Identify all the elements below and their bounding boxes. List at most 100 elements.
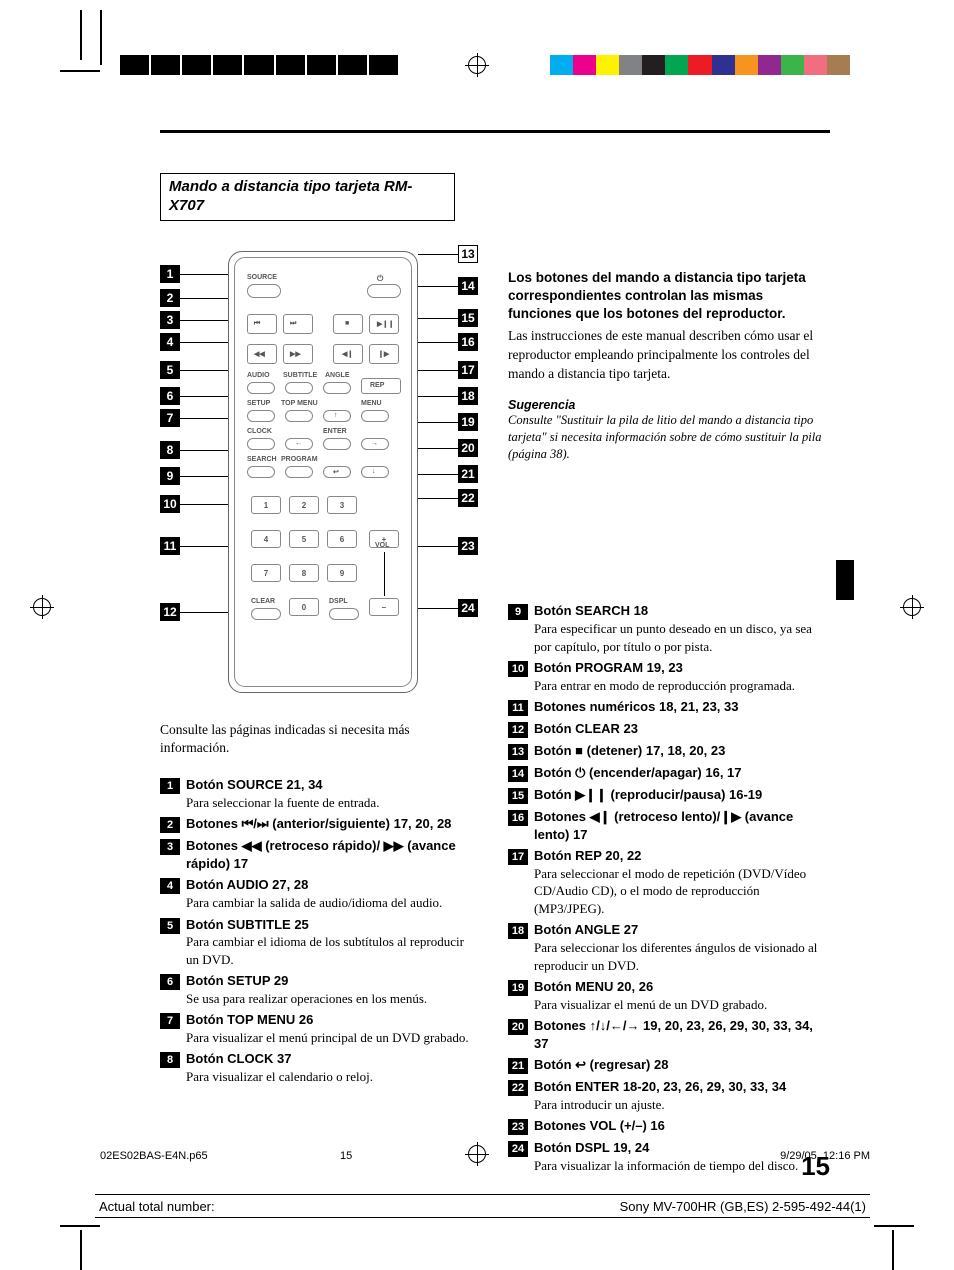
- btn-topmenu: [285, 410, 313, 422]
- btn-num-6: 6: [327, 530, 357, 548]
- legend-num: 12: [508, 722, 528, 738]
- crop-mark: [874, 1225, 914, 1227]
- btn-play: ▶❙❙: [369, 314, 399, 334]
- btn-num-4: 4: [251, 530, 281, 548]
- btn-subtitle: [285, 382, 313, 394]
- footer-pnum: 15: [340, 1150, 352, 1162]
- callout-9: 9: [160, 467, 180, 485]
- consult-text: Consulte las páginas indicadas si necesi…: [160, 721, 480, 759]
- legend-num: 2: [160, 817, 180, 833]
- legend-num: 22: [508, 1080, 528, 1096]
- callout-2: 2: [160, 289, 180, 307]
- btn-slowrew: ◀❙: [333, 344, 363, 364]
- label-power: ⏻: [377, 274, 383, 284]
- btn-program: [285, 466, 313, 478]
- black-blocks: [120, 55, 400, 75]
- legend-title: Botón TOP MENU 26: [186, 1011, 480, 1029]
- callout-4: 4: [160, 333, 180, 351]
- callout-16: 16: [458, 333, 478, 351]
- legend-num: 14: [508, 766, 528, 782]
- btn-prev: ⏮: [247, 314, 277, 334]
- side-tab: [836, 560, 854, 600]
- legend-num: 3: [160, 839, 180, 855]
- legend-item-9: 9Botón SEARCH 18Para especificar un punt…: [508, 602, 830, 655]
- btn-clock: [247, 438, 275, 450]
- registration-mark-bottom-icon: [465, 1142, 489, 1166]
- legend-title: Botones VOL (+/–) 16: [534, 1117, 830, 1135]
- legend-desc: Para introducir un ajuste.: [534, 1096, 830, 1114]
- footer-right: Sony MV-700HR (GB,ES) 2-595-492-44(1): [620, 1199, 866, 1214]
- label-program: PROGRAM: [281, 456, 318, 463]
- legend-desc: Para seleccionar el modo de repetición (…: [534, 865, 830, 918]
- btn-num-7: 7: [251, 564, 281, 582]
- btn-down: ↓: [361, 466, 389, 478]
- btn-num-9: 9: [327, 564, 357, 582]
- legend-item-19: 19Botón MENU 20, 26Para visualizar el me…: [508, 978, 830, 1013]
- callout-19: 19: [458, 413, 478, 431]
- legend-item-10: 10Botón PROGRAM 19, 23Para entrar en mod…: [508, 659, 830, 694]
- callout-13: 13: [458, 245, 478, 263]
- top-rule: [160, 130, 830, 133]
- legend-item-23: 23 Botones VOL (+/–) 16: [508, 1117, 830, 1135]
- legend-desc: Para cambiar el idioma de los subtítulos…: [186, 933, 480, 968]
- legend-num: 10: [508, 661, 528, 677]
- legend-title: Botón SOURCE 21, 34: [186, 776, 480, 794]
- legend-title: Botón CLEAR 23: [534, 720, 830, 738]
- legend-item-13: 13Botón ■ (detener) 17, 18, 20, 23: [508, 742, 830, 760]
- legend-item-18: 18 Botón ANGLE 27Para seleccionar los dif…: [508, 921, 830, 974]
- legend-num: 13: [508, 744, 528, 760]
- callout-10: 10: [160, 495, 180, 513]
- legend-num: 7: [160, 1013, 180, 1029]
- legend-right: 9Botón SEARCH 18Para especificar un punt…: [508, 602, 830, 1174]
- legend-desc: Se usa para realizar operaciones en los …: [186, 990, 480, 1008]
- legend-title: Botón REP 20, 22: [534, 847, 830, 865]
- legend-title: Botones ◀❙ (retroceso lento)/❙▶ (avance …: [534, 808, 830, 843]
- callout-20: 20: [458, 439, 478, 457]
- legend-num: 5: [160, 918, 180, 934]
- callout-14: 14: [458, 277, 478, 295]
- legend-num: 21: [508, 1058, 528, 1074]
- legend-num: 4: [160, 878, 180, 894]
- label-angle: ANGLE: [325, 372, 350, 379]
- footer-bar: Actual total number: Sony MV-700HR (GB,E…: [95, 1194, 870, 1218]
- callout-3: 3: [160, 311, 180, 329]
- callout-6: 6: [160, 387, 180, 405]
- legend-item-16: 16Botones ◀❙ (retroceso lento)/❙▶ (avanc…: [508, 808, 830, 843]
- btn-num-2: 2: [289, 496, 319, 514]
- label-menu: MENU: [361, 400, 382, 407]
- legend-desc: Para seleccionar los diferentes ángulos …: [534, 939, 830, 974]
- btn-clear: [251, 608, 281, 620]
- footer-left: Actual total number:: [99, 1199, 215, 1214]
- btn-return: ↩: [323, 466, 351, 478]
- tip-heading: Sugerencia: [508, 398, 830, 412]
- legend-left: 1Botón SOURCE 21, 34Para seleccionar la …: [160, 776, 480, 1085]
- btn-num-8: 8: [289, 564, 319, 582]
- callout-8: 8: [160, 441, 180, 459]
- footer-file: 02ES02BAS-E4N.p65: [100, 1150, 208, 1162]
- legend-item-20: 20Botones ↑/↓/←/→ 19, 20, 23, 26, 29, 30…: [508, 1017, 830, 1052]
- legend-title: Botón CLOCK 37: [186, 1050, 480, 1068]
- legend-item-8: 8Botón CLOCK 37Para visualizar el calend…: [160, 1050, 480, 1085]
- legend-desc: Para visualizar el calendario o reloj.: [186, 1068, 480, 1086]
- legend-num: 19: [508, 980, 528, 996]
- legend-item-11: 11Botones numéricos 18, 21, 23, 33: [508, 698, 830, 716]
- legend-item-12: 12 Botón CLEAR 23: [508, 720, 830, 738]
- legend-title: Botón ▶❙❙ (reproducir/pausa) 16-19: [534, 786, 830, 804]
- callout-22: 22: [458, 489, 478, 507]
- remote-body: SOURCE ⏻ ⏮ ⏭ ■ ▶❙❙ ◀◀ ▶▶ ◀❙ ❙▶ AUDIO: [228, 251, 418, 693]
- legend-title: Botón PROGRAM 19, 23: [534, 659, 830, 677]
- color-bar: [550, 55, 850, 75]
- legend-item-6: 6Botón SETUP 29Se usa para realizar oper…: [160, 972, 480, 1007]
- legend-num: 15: [508, 788, 528, 804]
- label-clock: CLOCK: [247, 428, 272, 435]
- legend-desc: Para visualizar el menú principal de un …: [186, 1029, 480, 1047]
- btn-right: →: [361, 438, 389, 450]
- legend-num: 18: [508, 923, 528, 939]
- intro-bold: Los botones del mando a distancia tipo t…: [508, 269, 830, 324]
- btn-source: [247, 284, 281, 298]
- legend-item-22: 22Botón ENTER 18-20, 23, 26, 29, 30, 33,…: [508, 1078, 830, 1113]
- legend-title: Botón SEARCH 18: [534, 602, 830, 620]
- legend-title: Botones numéricos 18, 21, 23, 33: [534, 698, 830, 716]
- legend-title: Botón ANGLE 27: [534, 921, 830, 939]
- legend-num: 23: [508, 1119, 528, 1135]
